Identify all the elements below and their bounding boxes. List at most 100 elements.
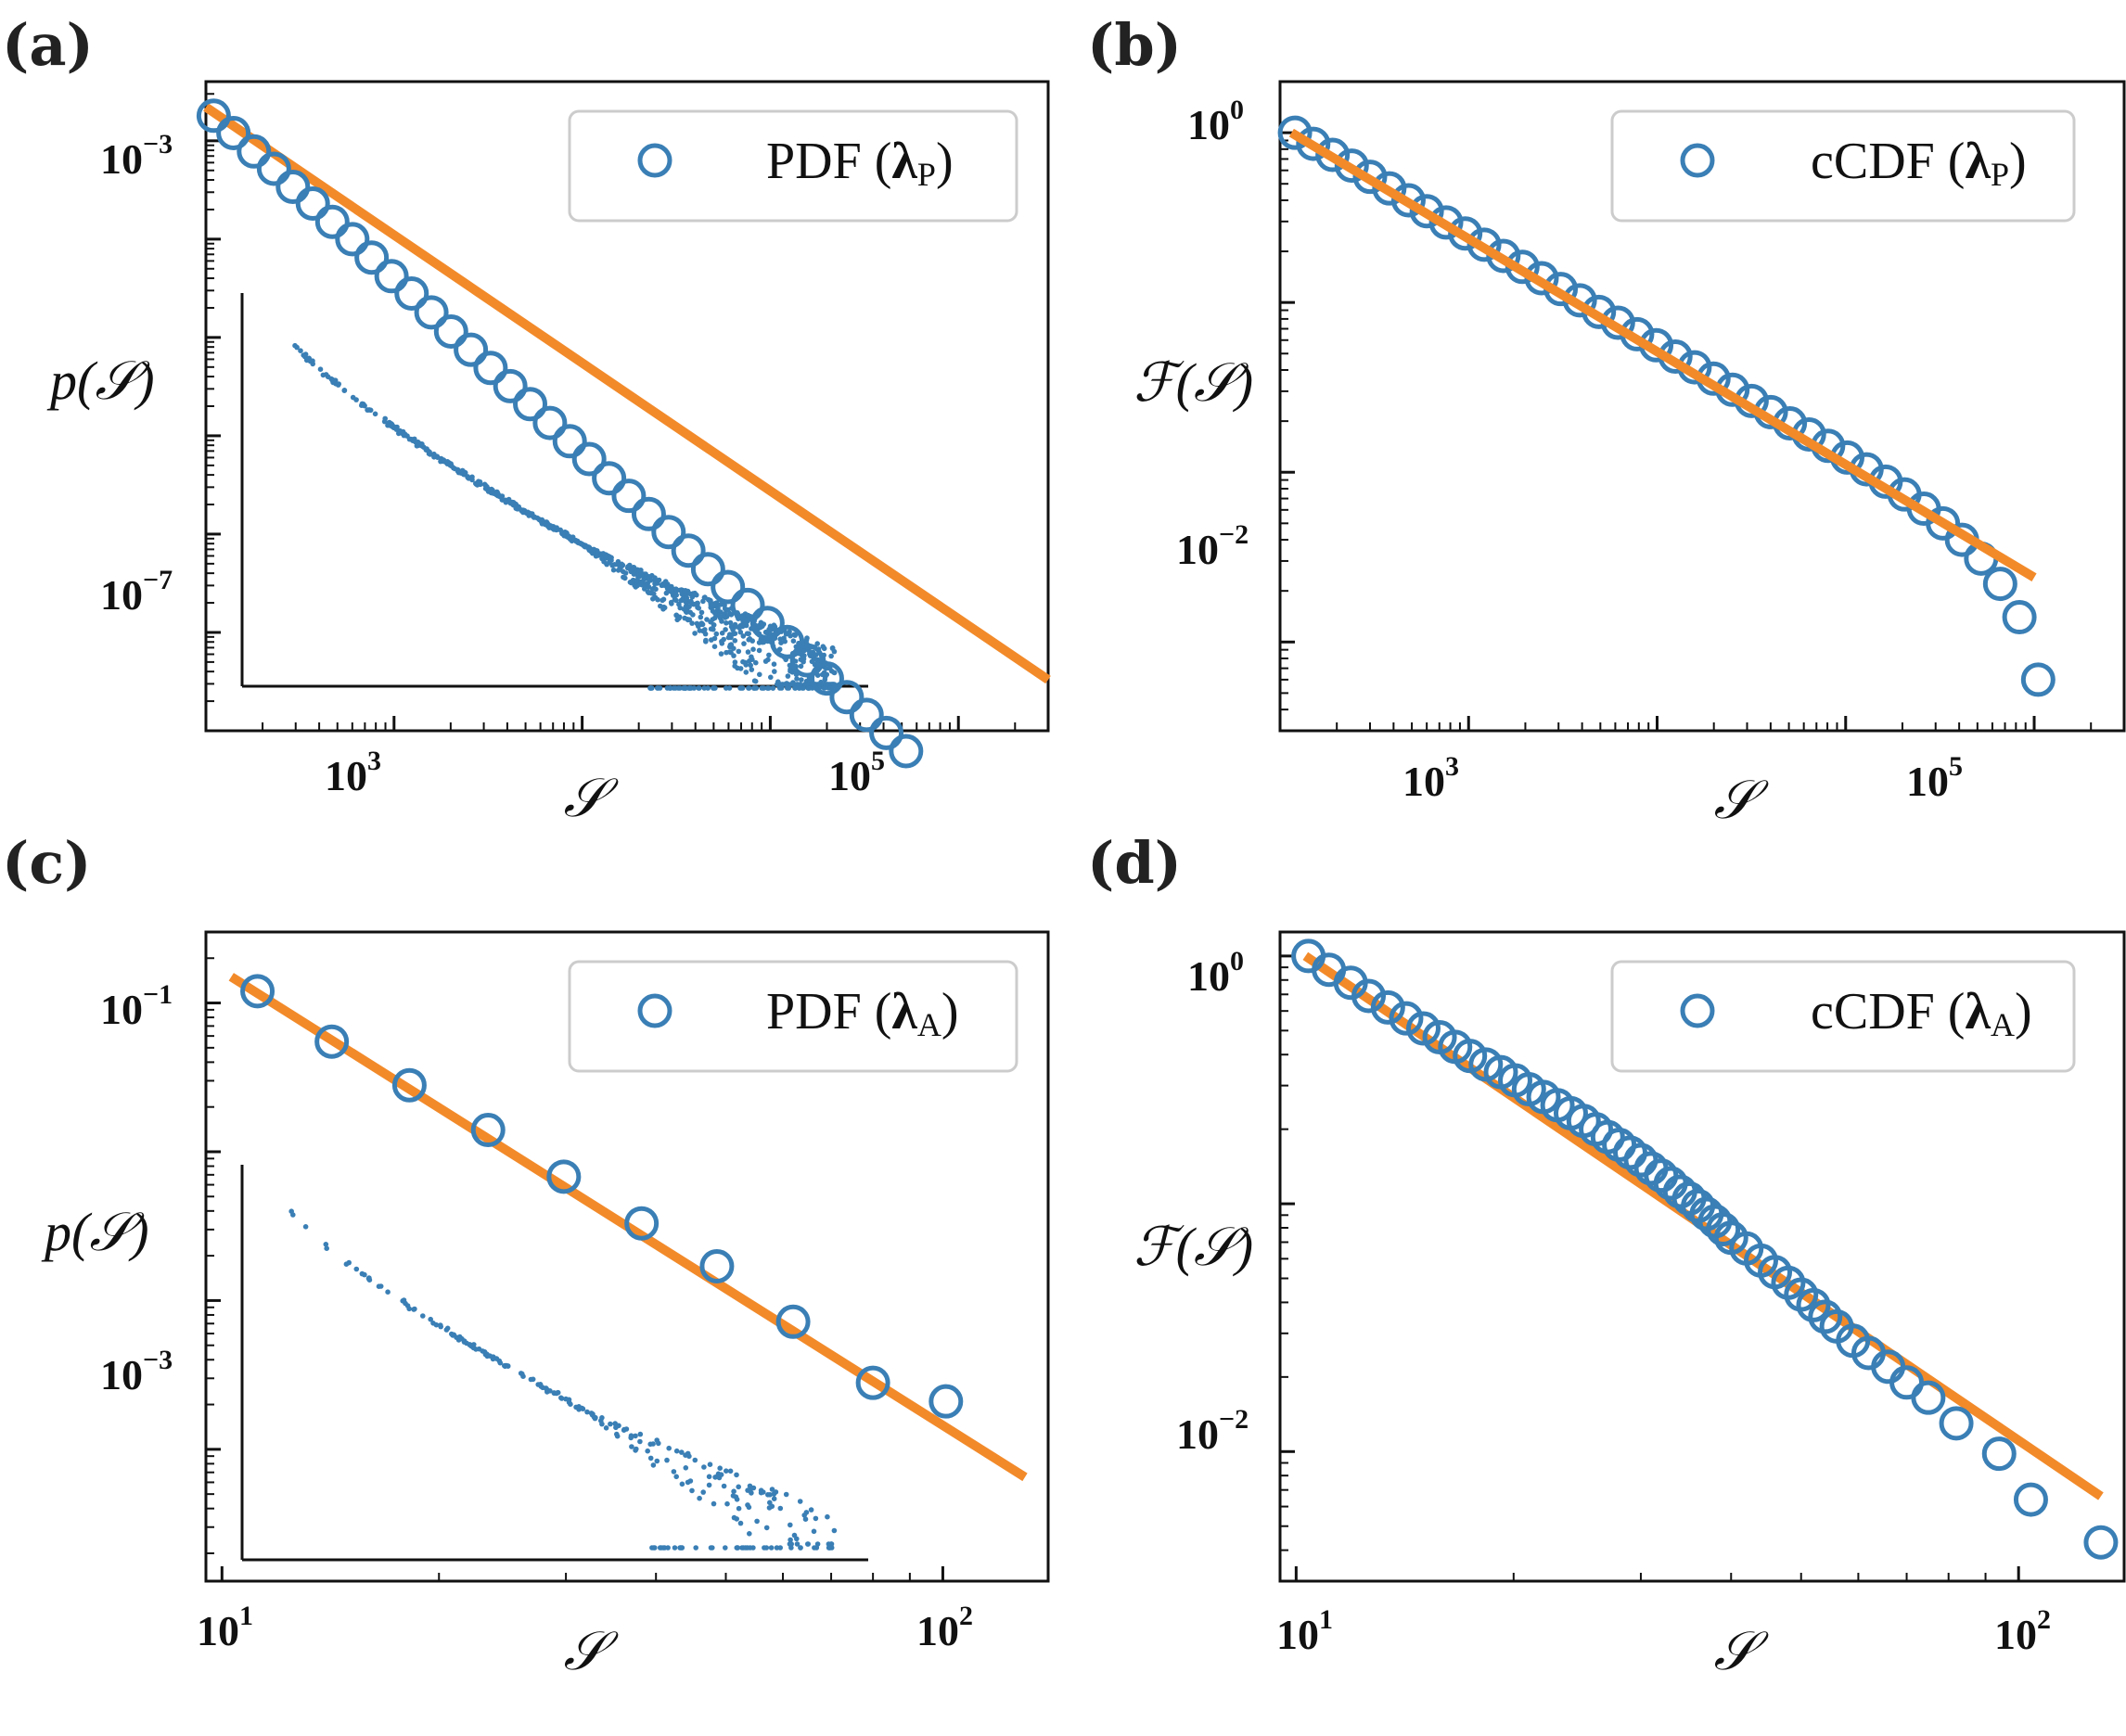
inset-point-a-859 [743, 662, 749, 668]
legend-box-c [568, 960, 1018, 1073]
data-point-c-7 [775, 1304, 811, 1339]
inset-point-a-929 [697, 685, 702, 691]
legend-a: PDF (λP) [568, 109, 1018, 223]
inset-point-c-165 [403, 1300, 408, 1307]
inset-point-c-126 [727, 1468, 734, 1474]
inset-point-a-35 [737, 629, 744, 635]
inset-point-c-253 [763, 1545, 770, 1551]
inset-point-a-974 [687, 685, 693, 691]
inset-point-c-119 [461, 1338, 467, 1344]
panel-b: (b) 103 105 100 10−2 𝒮 ℱ(𝒮) cCDF (λP) [1087, 11, 2126, 830]
inset-point-c-135 [629, 1444, 634, 1449]
inset-point-c-252 [812, 1545, 817, 1551]
inset-point-a-940 [821, 685, 827, 691]
inset-point-a-512 [711, 626, 716, 632]
inset-point-a-797 [713, 600, 719, 606]
inset-point-c-21 [647, 1455, 654, 1462]
inset-point-a-893 [359, 402, 365, 408]
data-point-b-2 [1315, 137, 1351, 172]
inset-point-a-761 [710, 603, 715, 608]
inset-point-a-837 [664, 585, 671, 592]
inset-point-c-125 [771, 1496, 777, 1501]
ticklabels-a: 103 105 10−3 10−7 [100, 129, 885, 799]
inset-point-a-789 [821, 645, 827, 652]
inset-point-c-83 [749, 1490, 754, 1496]
inset-point-a-898 [550, 526, 557, 531]
inset-point-c-197 [576, 1404, 582, 1410]
inset-point-c-258 [650, 1545, 657, 1551]
inset-point-a-103 [745, 649, 751, 655]
inset-point-a-200 [776, 646, 783, 652]
inset-point-c-54 [428, 1316, 434, 1322]
inset-point-a-743 [406, 436, 413, 442]
inset-point-c-183 [797, 1499, 803, 1504]
data-points-d [1291, 938, 2119, 1560]
inset-point-c-189 [783, 1491, 789, 1498]
inset-point-a-885 [459, 467, 466, 474]
inset-point-a-557 [690, 612, 696, 618]
inset-point-c-235 [723, 1545, 728, 1551]
inset-point-c-187 [584, 1409, 590, 1415]
inset-point-a-872 [367, 407, 374, 414]
data-point-a-23 [651, 515, 686, 550]
inset-point-a-831 [766, 629, 773, 634]
inset-point-a-361 [335, 382, 341, 388]
inset-point-a-601 [790, 638, 797, 644]
inset-point-a-836 [412, 436, 417, 442]
legend-label-a: PDF (λP) [766, 133, 954, 193]
inset-point-c-170 [456, 1334, 463, 1340]
inset-point-a-685 [760, 623, 765, 630]
inset-point-a-883 [719, 630, 725, 636]
inset-point-a-855 [775, 679, 781, 684]
inset-point-a-95 [782, 638, 788, 645]
xtick-label-b-0: 103 [1402, 751, 1459, 805]
ytick-label-a-1: 10−7 [100, 565, 173, 619]
inset-point-c-142 [528, 1376, 534, 1383]
inset-point-a-320 [341, 388, 348, 393]
inset-point-c-45 [706, 1474, 712, 1480]
inset-point-a-427 [683, 608, 689, 615]
data-point-a-34 [869, 715, 904, 750]
inset-point-a-682 [643, 571, 648, 577]
inset-point-a-410 [749, 667, 755, 672]
inset-point-c-121 [754, 1518, 760, 1525]
data-point-c-2 [391, 1067, 427, 1103]
inset-point-a-808 [831, 648, 838, 655]
inset-point-a-838 [761, 639, 767, 645]
data-point-d-47 [1981, 1436, 2017, 1472]
y-axis-label-c: p(𝒮) [41, 1202, 149, 1262]
inset-point-c-181 [480, 1348, 485, 1354]
data-point-b-39 [2020, 662, 2056, 697]
inset-point-a-662 [737, 622, 744, 629]
data-point-d-44 [1889, 1365, 1925, 1400]
data-point-d-49 [2083, 1525, 2119, 1560]
inset-point-a-522 [727, 642, 734, 648]
inset-point-c-219 [666, 1445, 672, 1451]
data-point-a-16 [513, 387, 548, 422]
inset-point-a-846 [673, 586, 679, 592]
inset-point-a-674 [510, 500, 517, 505]
data-point-a-22 [631, 496, 666, 531]
inset-point-c-106 [645, 1448, 650, 1454]
inset-point-a-857 [800, 656, 807, 662]
inset-point-a-801 [683, 598, 688, 604]
inset-point-a-687 [765, 657, 771, 663]
inset-point-c-153 [433, 1321, 440, 1328]
inset-point-a-404 [814, 641, 820, 646]
ticks-c [206, 957, 944, 1581]
inset-point-c-85 [323, 1242, 329, 1247]
inset-point-c-102 [734, 1472, 739, 1478]
inset-point-c-30 [650, 1462, 657, 1468]
inset-point-c-141 [346, 1259, 352, 1266]
inset-point-c-188 [656, 1440, 661, 1447]
inset-point-c-130 [769, 1503, 775, 1510]
inset-point-a-271 [698, 609, 705, 616]
inset-point-c-92 [547, 1388, 553, 1394]
data-point-c-0 [240, 974, 275, 1009]
panel-label-a: (a) [2, 11, 94, 79]
inset-point-c-13 [673, 1474, 679, 1480]
data-point-a-10 [394, 275, 429, 311]
inset-point-c-202 [406, 1306, 413, 1312]
inset-point-a-724 [298, 348, 303, 354]
legend-marker-a [637, 143, 672, 178]
